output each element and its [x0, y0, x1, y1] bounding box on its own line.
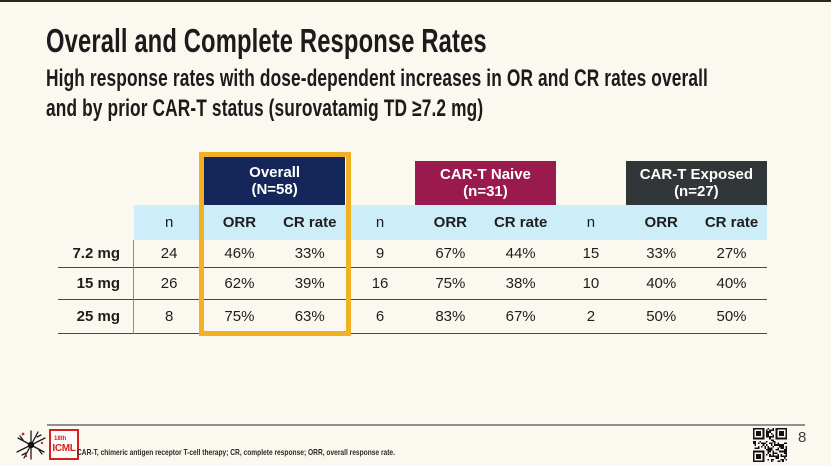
subtitle-line-1: High response rates with dose-dependent …	[46, 65, 709, 92]
spacer	[134, 152, 204, 205]
data-cell: 75%	[204, 300, 275, 334]
column-header-orr: ORR	[204, 205, 275, 240]
data-cell: 15	[555, 240, 627, 268]
group-header-cart-naive: CAR-T Naive (n=31)	[415, 161, 556, 205]
data-cell: 62%	[204, 268, 275, 300]
dose-label: 15 mg	[58, 268, 134, 300]
spacer	[58, 152, 134, 205]
data-cell: 9	[344, 240, 416, 268]
group-n: (n=27)	[674, 183, 719, 200]
group-header-overall: Overall (N=58)	[204, 157, 345, 205]
data-cell: 40%	[696, 268, 767, 300]
data-cell: 33%	[274, 240, 345, 268]
column-header-cr-rate: CR rate	[696, 205, 767, 240]
icml-logo: 18th ICML	[14, 428, 80, 462]
group-label: Overall	[249, 164, 301, 181]
column-header-orr: ORR	[626, 205, 697, 240]
page-subtitle: High response rates with dose-dependent …	[46, 64, 766, 124]
data-cell: 10	[555, 268, 627, 300]
data-cell: 16	[344, 268, 416, 300]
page-number: 8	[798, 429, 807, 446]
data-cell: 2	[555, 300, 627, 334]
column-header-n: n	[555, 205, 627, 240]
data-cell: 39%	[274, 268, 345, 300]
column-header-n: n	[344, 205, 416, 240]
dose-label: 7.2 mg	[58, 240, 134, 268]
slide-top-border	[0, 0, 831, 2]
column-header-cr-rate: CR rate	[274, 205, 345, 240]
response-rates-table: Overall (N=58) CAR-T Naive (n=31) CAR-T …	[58, 152, 767, 336]
spacer	[58, 205, 134, 240]
data-cell: 44%	[485, 240, 556, 268]
data-cell: 27%	[696, 240, 767, 268]
data-cell: 83%	[415, 300, 486, 334]
data-cell: 46%	[204, 240, 275, 268]
data-cell: 40%	[626, 268, 697, 300]
group-label: CAR-T Exposed	[639, 166, 754, 183]
data-cell: 67%	[485, 300, 556, 334]
icml-logo-text: ICML	[52, 442, 76, 454]
group-n: (N=58)	[251, 181, 298, 198]
data-cell: 75%	[415, 268, 486, 300]
data-cell: 6	[344, 300, 416, 334]
abbreviations-footnote: CAR-T, chimeric antigen receptor T-cell …	[77, 447, 395, 457]
dose-label: 25 mg	[58, 300, 134, 334]
footer-divider	[47, 424, 805, 426]
data-cell: 24	[134, 240, 205, 268]
data-cell: 33%	[626, 240, 697, 268]
page-title: Overall and Complete Response Rates	[46, 22, 487, 59]
subtitle-line-2: and by prior CAR-T status (surovatamig T…	[46, 95, 484, 122]
column-header-n: n	[134, 205, 205, 240]
data-cell: 8	[134, 300, 205, 334]
group-header-cart-exposed: CAR-T Exposed (n=27)	[626, 161, 767, 205]
column-header-orr: ORR	[415, 205, 486, 240]
data-cell: 26	[134, 268, 205, 300]
starburst-icon	[16, 430, 46, 460]
data-cell: 63%	[274, 300, 345, 334]
data-cell: 50%	[696, 300, 767, 334]
qr-code-icon	[753, 428, 787, 462]
icml-logo-box: 18th ICML	[49, 429, 79, 460]
group-n: (n=31)	[463, 183, 508, 200]
column-header-cr-rate: CR rate	[485, 205, 556, 240]
data-cell: 38%	[485, 268, 556, 300]
spacer	[556, 152, 626, 205]
spacer	[345, 152, 415, 205]
group-label: CAR-T Naive	[440, 166, 531, 183]
data-cell: 50%	[626, 300, 697, 334]
data-cell: 67%	[415, 240, 486, 268]
icml-logo-18th: 18th	[54, 435, 67, 442]
